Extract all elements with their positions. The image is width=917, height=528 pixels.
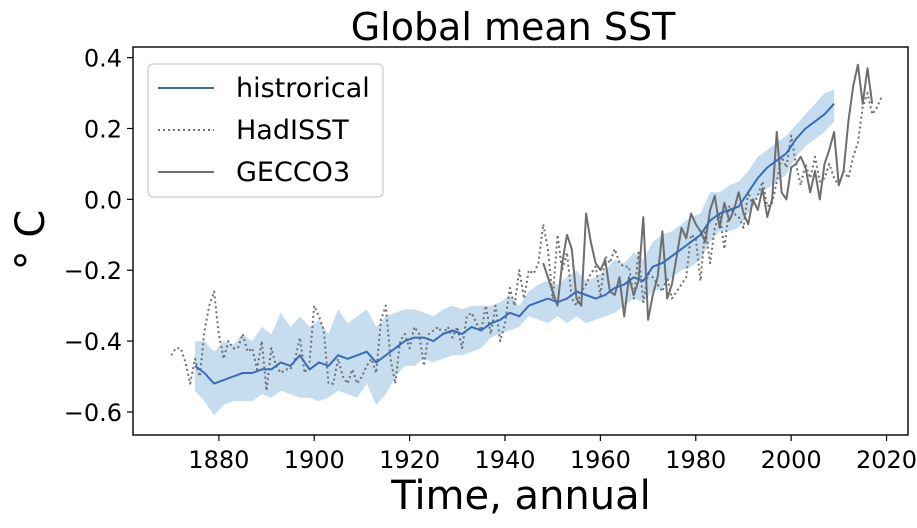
x-tick-label: 2020 (856, 446, 917, 474)
x-tick-label: 1900 (284, 446, 345, 474)
y-tick-label: −0.4 (64, 328, 122, 356)
y-axis-label: ° C (8, 210, 54, 271)
plot-area (170, 63, 883, 416)
y-tick-label: 0.2 (84, 115, 122, 143)
legend-label-gecco3: GECCO3 (236, 157, 350, 188)
y-tick-label: 0.4 (84, 45, 122, 73)
axis-ticks: 1880 1900 1920 1940 1960 1980 2000 2020 −0.6 −0.4… (64, 45, 917, 474)
historical-line (194, 103, 835, 385)
x-tick-label: 1960 (570, 446, 631, 474)
x-tick-label: 1940 (474, 446, 535, 474)
legend-box (147, 63, 384, 198)
x-tick-label: 1980 (665, 446, 726, 474)
plot-frame (132, 46, 909, 436)
gecco3-line (542, 63, 874, 321)
y-tick-label: −0.2 (64, 257, 122, 285)
historical-spread-band (195, 89, 835, 416)
legend-label-hadisst: HadISST (236, 115, 349, 146)
chart-title: Global mean SST (351, 5, 676, 49)
legend: histrorical HadISST GECCO3 (147, 63, 384, 198)
x-tick-label: 1920 (379, 446, 440, 474)
x-tick-label: 2000 (761, 446, 822, 474)
legend-label-historical: histrorical (236, 73, 370, 104)
x-tick-label: 1880 (188, 446, 249, 474)
y-tick-label: 0.0 (84, 186, 122, 214)
x-axis-label: Time, annual (390, 473, 651, 519)
y-tick-label: −0.6 (64, 399, 122, 427)
